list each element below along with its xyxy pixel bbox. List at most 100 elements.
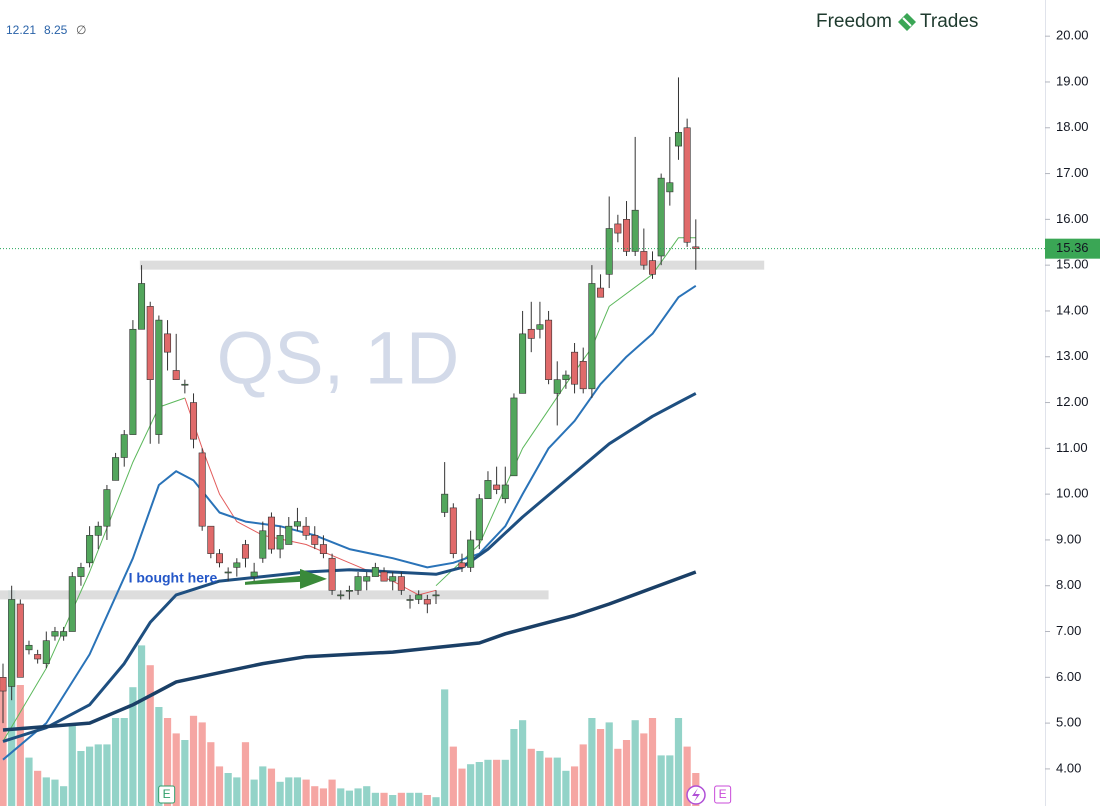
candle-body [519, 333, 527, 394]
candle-body [60, 631, 68, 637]
volume-bar [467, 764, 475, 806]
volume-bar [570, 766, 579, 806]
volume-bar [519, 720, 527, 806]
candle-body [94, 525, 102, 536]
zone [0, 590, 549, 600]
candle-body [354, 576, 362, 591]
candle-body [198, 452, 206, 527]
candle-body [605, 228, 613, 275]
candle-body [25, 644, 33, 651]
candle-body [129, 328, 137, 435]
y-tick-label: 7.00 [1056, 623, 1081, 638]
volume-bar [68, 724, 76, 806]
candle-body [146, 306, 154, 380]
y-tick-label: 17.00 [1056, 165, 1089, 180]
volume-bar [683, 746, 691, 806]
candle-body [216, 553, 224, 564]
volume-bar [449, 746, 457, 806]
volume-bar [103, 744, 111, 806]
candle-body [475, 498, 483, 541]
candle-body [42, 640, 50, 664]
last-price-label: 15.36 [1056, 240, 1089, 255]
volume-bar [345, 790, 353, 806]
volume-bar [0, 685, 7, 806]
volume-bar [579, 744, 587, 806]
candle-body [536, 324, 544, 330]
event-marker [714, 785, 732, 804]
candle-body [311, 535, 319, 545]
volume-bar [293, 777, 302, 806]
volume-bar [657, 755, 665, 806]
volume-bar [163, 718, 172, 806]
y-tick-label: 9.00 [1056, 531, 1081, 546]
volume-bar [25, 757, 33, 806]
y-tick-label: 10.00 [1056, 486, 1089, 501]
volume-bar [640, 733, 648, 806]
candle-body [371, 567, 379, 577]
volume-bar [233, 777, 241, 806]
y-tick-label: 18.00 [1056, 119, 1089, 134]
volume-bar [215, 766, 224, 806]
candle-body [648, 260, 656, 275]
volume-bar [319, 788, 328, 806]
volume-bar [267, 768, 276, 806]
volume-bar [224, 773, 232, 806]
candle-body [155, 319, 163, 435]
volume-bar [371, 792, 379, 806]
candle-body [172, 370, 180, 380]
candle-body [467, 539, 475, 568]
volume-bar [631, 720, 639, 806]
candle-body [250, 571, 258, 577]
candle-body [259, 530, 267, 559]
y-tick-label: 20.00 [1056, 28, 1089, 43]
candle-body [112, 457, 120, 481]
volume-bar [553, 757, 561, 806]
candle-body [190, 402, 198, 440]
candle-body [233, 562, 241, 568]
volume-bar [86, 746, 94, 806]
moving-average [184, 397, 437, 596]
volume-bar [181, 740, 189, 806]
info-3: ∅ [76, 23, 86, 37]
candle-body [138, 283, 146, 330]
candle-body [614, 223, 622, 234]
candle-body [77, 567, 85, 577]
candle-body [545, 319, 553, 380]
candle-body [276, 535, 284, 550]
candle-body [432, 594, 440, 597]
brand-left: Freedom [816, 11, 892, 32]
volume-bar [648, 718, 657, 806]
brand-icon [898, 13, 916, 31]
volume-bar [493, 759, 501, 806]
candle-body [406, 599, 414, 601]
candle-body [640, 251, 648, 266]
volume-bar [432, 797, 440, 806]
volume-bar [250, 779, 258, 806]
volume-bar [60, 786, 68, 806]
volume-bar [475, 762, 483, 806]
volume-bar [441, 689, 449, 806]
volume-bar [666, 755, 674, 806]
volume-bar [198, 722, 206, 806]
zone [139, 260, 765, 270]
y-tick-label: 8.00 [1056, 577, 1081, 592]
volume-bar [397, 792, 405, 806]
candle-body [302, 525, 310, 536]
moving-average [2, 570, 697, 732]
price-axis-bg [1045, 0, 1109, 806]
volume-bar [189, 715, 198, 806]
candle-body [51, 631, 59, 637]
volume-bar [94, 744, 102, 806]
moving-average [2, 284, 697, 761]
info-1: 12.21 [6, 23, 36, 37]
volume-bar [120, 718, 128, 806]
volume-bar [510, 729, 518, 806]
volume-bar [241, 742, 250, 806]
candle-body [224, 571, 232, 574]
volume-bar [458, 768, 466, 806]
candle-body [267, 516, 275, 550]
brand-right: Trades [920, 11, 978, 32]
candle-body [423, 599, 431, 605]
candle-body [692, 246, 700, 249]
volume-bar [354, 788, 362, 806]
